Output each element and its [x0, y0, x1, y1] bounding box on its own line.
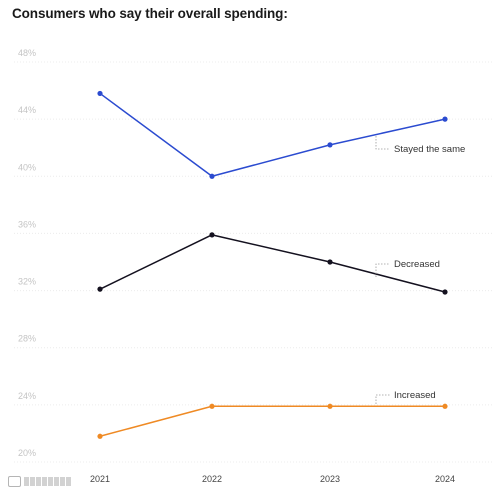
data-point-increased: [97, 434, 102, 439]
label-leader-line: [376, 395, 390, 404]
logo: [8, 476, 71, 487]
data-point-stayed: [442, 117, 447, 122]
data-point-stayed: [327, 142, 332, 147]
series-line-increased: [100, 406, 445, 436]
series-label-increased: Increased: [394, 390, 436, 401]
data-point-increased: [209, 404, 214, 409]
x-tick-label: 2024: [435, 474, 455, 484]
y-tick-label: 24%: [18, 391, 36, 401]
logo-watermark: [24, 477, 71, 486]
y-axis: 20% 24% 28% 32% 36% 40% 44% 48%: [18, 48, 36, 458]
data-point-decreased: [209, 232, 214, 237]
data-point-stayed: [209, 174, 214, 179]
y-tick-label: 36%: [18, 219, 36, 229]
y-tick-label: 32%: [18, 277, 36, 287]
series-label-stayed: Stayed the same: [394, 144, 465, 155]
series-label-decreased: Decreased: [394, 259, 440, 270]
y-tick-label: 40%: [18, 162, 36, 172]
x-axis: 2021 2022 2023 2024: [90, 474, 455, 484]
data-point-decreased: [327, 259, 332, 264]
x-tick-label: 2021: [90, 474, 110, 484]
data-point-stayed: [97, 91, 102, 96]
data-point-decreased: [442, 289, 447, 294]
data-point-increased: [442, 404, 447, 409]
y-tick-label: 28%: [18, 334, 36, 344]
y-tick-label: 20%: [18, 448, 36, 458]
label-leader-line: [376, 136, 390, 149]
x-tick-label: 2022: [202, 474, 222, 484]
y-tick-label: 44%: [18, 105, 36, 115]
y-tick-label: 48%: [18, 48, 36, 58]
data-point-increased: [327, 404, 332, 409]
data-point-decreased: [97, 287, 102, 292]
logo-icon: [8, 476, 21, 487]
x-tick-label: 2023: [320, 474, 340, 484]
series-line-stayed: [100, 93, 445, 176]
